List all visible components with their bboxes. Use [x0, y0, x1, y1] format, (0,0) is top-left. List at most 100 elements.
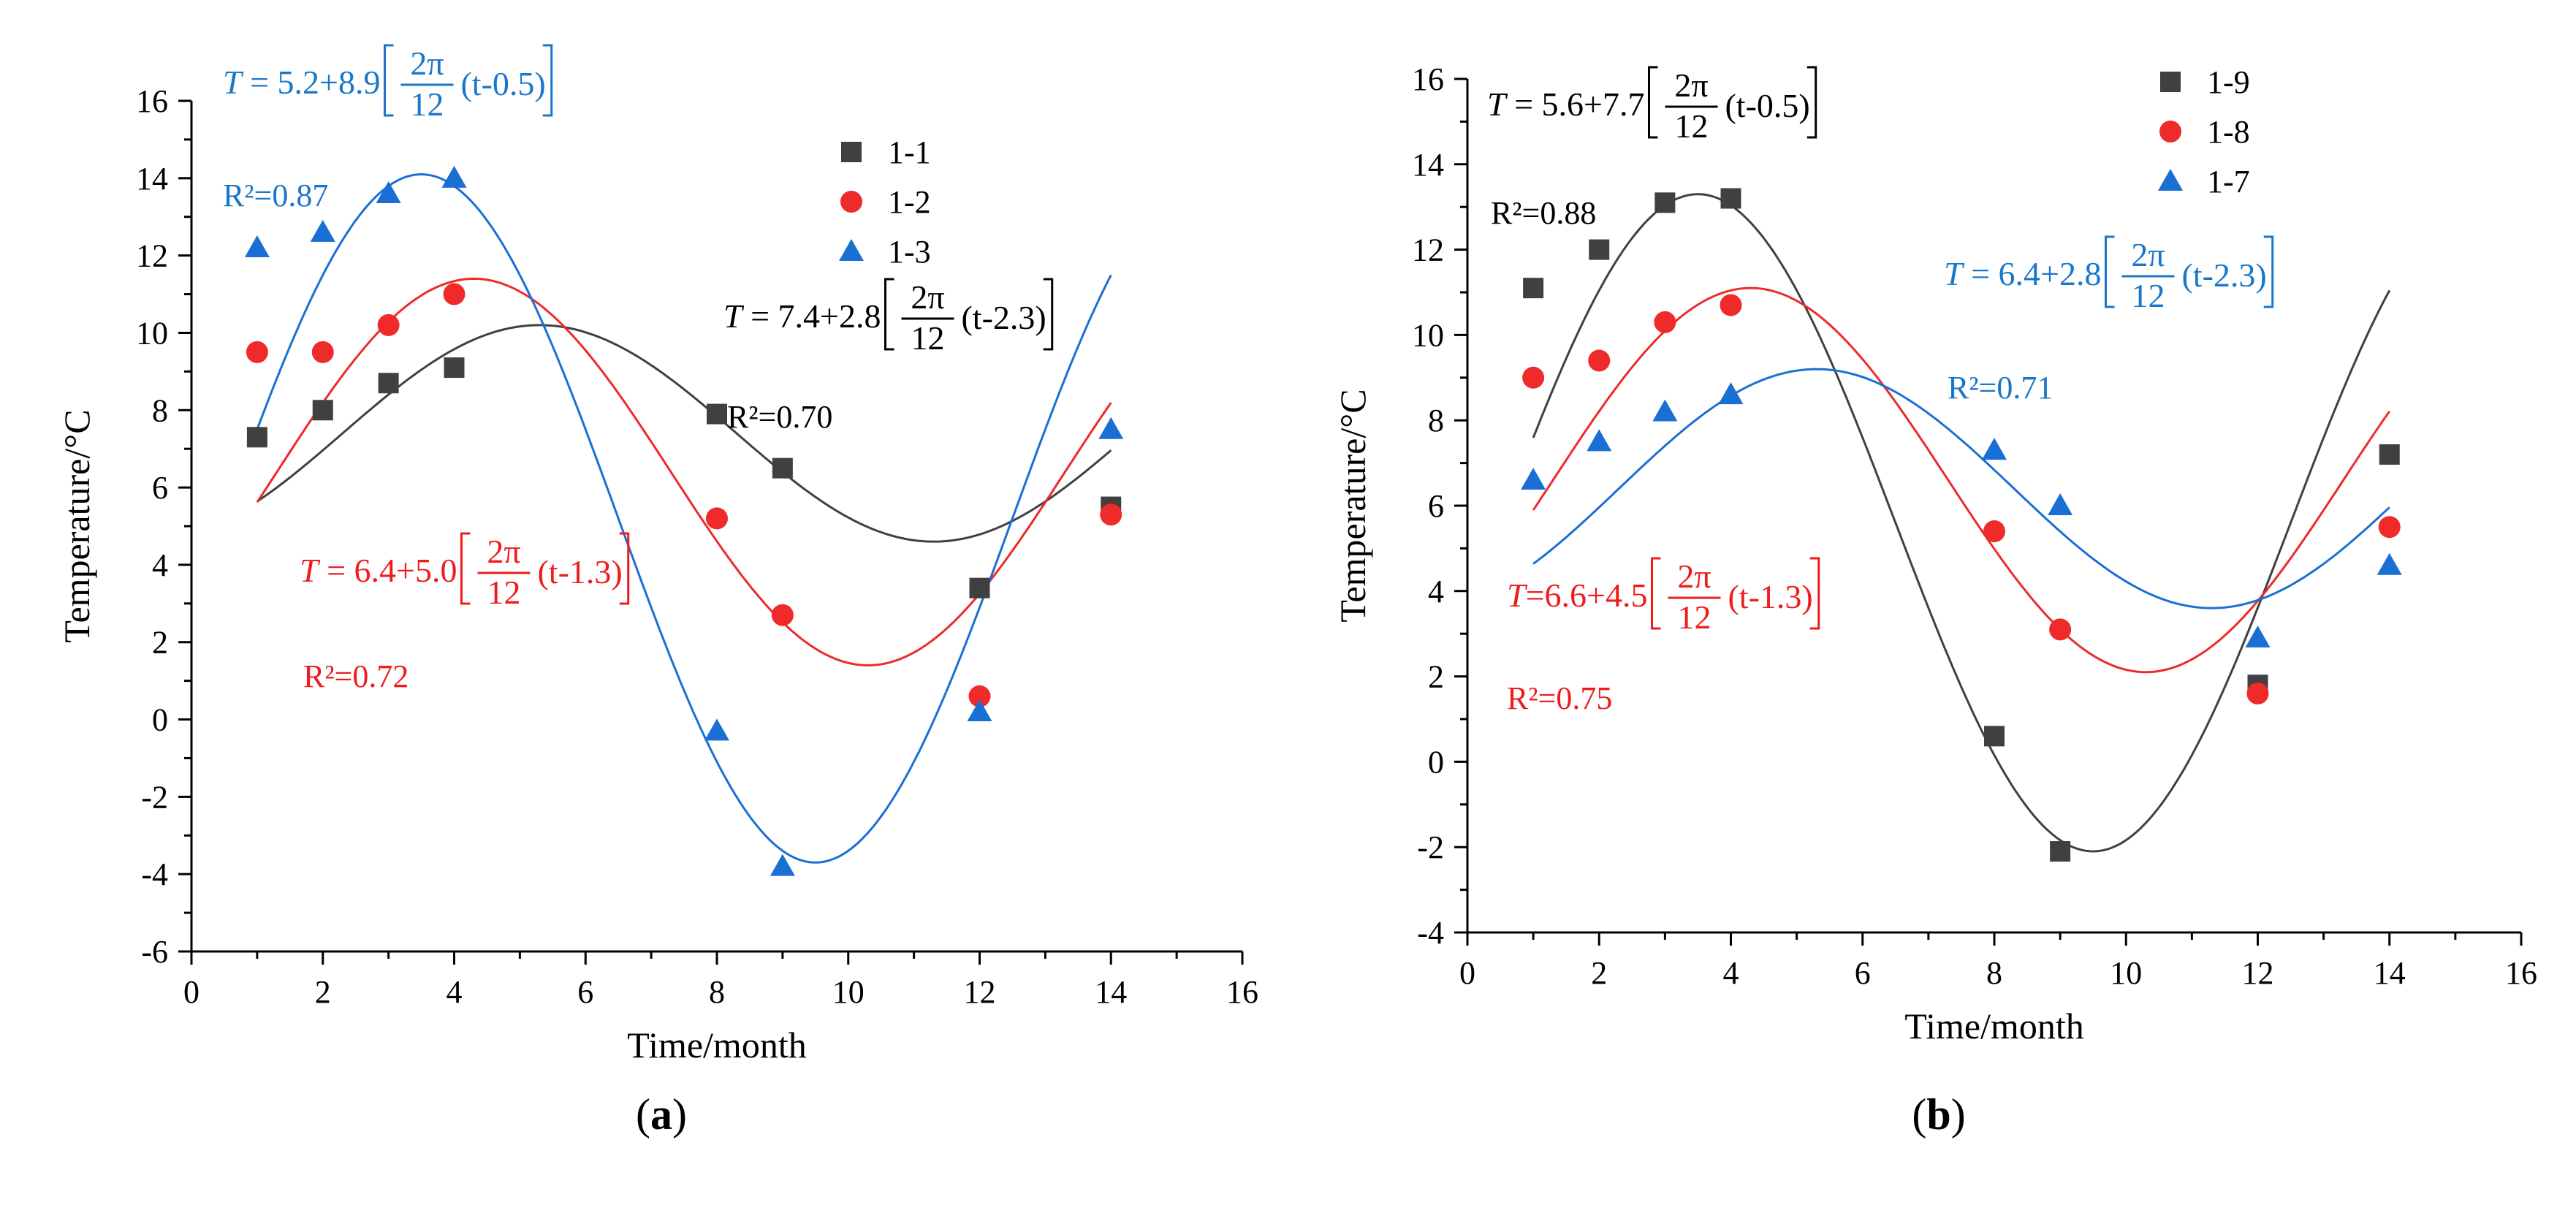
y-tick-label: 8 — [1428, 403, 1444, 438]
data-point-1-8 — [1983, 520, 2005, 543]
data-point-1-9 — [1523, 278, 1544, 299]
equation-lhs: T = 5.6+7.7 — [1487, 86, 1644, 123]
chart-panel-a: 0 2 4 6 8 10 12 14 16 -6 -4 -2 0 2 4 6 8 10 12 14 16 Time/mon… — [56, 44, 1258, 1139]
fraction-denominator: 12 — [487, 574, 520, 611]
data-point-1-3 — [376, 180, 401, 203]
data-point-1-7 — [1718, 382, 1744, 405]
fraction-numerator: 2π — [1674, 66, 1708, 104]
x-tick-label: 14 — [2374, 955, 2406, 991]
data-point-1-1 — [707, 403, 727, 425]
y-tick-label: 4 — [152, 547, 168, 583]
equation-1-3: T = 5.2+8.9 2π 12 (t-0.5) — [223, 44, 553, 123]
legend-marker-1-7 — [2158, 169, 2183, 191]
fit-curve-1-1 — [257, 324, 1112, 543]
y-tick-label: 0 — [1428, 744, 1444, 780]
data-point-1-1 — [246, 427, 267, 448]
data-point-1-7 — [2376, 552, 2402, 575]
y-axis-title: Temperature/°C — [56, 409, 97, 642]
bracket-left — [1647, 66, 1658, 139]
data-point-1-1 — [444, 357, 465, 379]
fit-curve-1-2 — [256, 277, 1112, 667]
legend-marker-1-8 — [2159, 121, 2181, 142]
data-point-1-9 — [1654, 192, 1676, 213]
equation-lhs: T = 5.2+8.9 — [223, 64, 380, 101]
panel-label: (a) — [636, 1090, 687, 1139]
fraction-denominator: 12 — [911, 319, 944, 357]
fraction-denominator: 12 — [2131, 277, 2165, 314]
data-point-1-3 — [967, 699, 992, 721]
x-tick-label: 16 — [2505, 955, 2537, 991]
bracket-left — [383, 44, 394, 117]
bracket-left — [2104, 235, 2115, 308]
legend-label-1-2: 1-2 — [888, 184, 931, 220]
y-tick-label: 14 — [136, 161, 168, 197]
r2-label-1-8: R²=0.75 — [1507, 680, 1612, 716]
x-tick-label: 8 — [709, 974, 725, 1010]
data-point-1-3 — [704, 718, 729, 741]
data-point-1-8 — [2246, 682, 2269, 704]
r2-label-1-9: R²=0.88 — [1491, 195, 1596, 231]
equation-tail: (t-2.3) — [2181, 256, 2266, 294]
r2-label-1-3: R²=0.87 — [223, 178, 328, 213]
data-point-1-9 — [2379, 444, 2400, 465]
data-point-1-2 — [1100, 503, 1122, 526]
x-tick-label: 2 — [1591, 955, 1607, 991]
equation-lhs: T = 6.4+2.8 — [1944, 255, 2101, 292]
y-tick-label: 10 — [1412, 317, 1444, 353]
bracket-right — [1806, 66, 1817, 139]
y-tick-label: -4 — [1417, 915, 1444, 951]
data-point-1-2 — [246, 341, 268, 363]
y-tick-label: 10 — [136, 315, 168, 351]
data-point-1-2 — [311, 341, 334, 363]
data-point-1-7 — [1521, 467, 1546, 490]
data-point-1-9 — [2050, 841, 2071, 862]
x-tick-label: 6 — [577, 974, 593, 1010]
y-tick-label: -2 — [141, 779, 168, 815]
fraction-numerator: 2π — [410, 45, 444, 82]
x-tick-label: 12 — [2242, 955, 2274, 991]
data-point-1-3 — [1098, 417, 1124, 439]
data-point-1-2 — [968, 685, 991, 707]
data-point-1-3 — [770, 854, 795, 876]
y-tick-label: 12 — [136, 238, 168, 274]
y-tick-label: 12 — [1412, 232, 1444, 268]
equation-lhs: T = 7.4+2.8 — [723, 297, 881, 335]
x-tick-label: 4 — [447, 974, 463, 1010]
bracket-left — [884, 278, 894, 351]
equation-tail: (t-1.3) — [1728, 578, 1812, 615]
bracket-left — [1650, 557, 1661, 630]
data-point-1-7 — [2048, 493, 2073, 515]
legend-marker-1-2 — [840, 191, 862, 213]
equation-tail: (t-0.5) — [1725, 87, 1809, 124]
y-tick-label: 16 — [136, 83, 168, 119]
data-point-1-7 — [1982, 438, 2007, 460]
x-tick-label: 14 — [1095, 974, 1127, 1010]
equation-tail: (t-1.3) — [537, 553, 622, 590]
equation-1-7: T = 6.4+2.8 2π 12 (t-2.3) — [1944, 235, 2274, 314]
data-point-1-7 — [1587, 429, 1612, 452]
y-tick-label: 0 — [152, 702, 168, 738]
data-point-1-3 — [310, 219, 335, 242]
bracket-right — [1043, 278, 1054, 351]
data-point-1-8 — [1654, 311, 1676, 333]
fit-curve-1-7 — [1532, 368, 2390, 609]
x-tick-label: 12 — [964, 974, 996, 1010]
x-tick-label: 2 — [315, 974, 331, 1010]
data-point-1-1 — [772, 457, 793, 479]
r2-label-1-2: R²=0.72 — [303, 658, 409, 694]
legend-marker-1-9 — [2160, 72, 2181, 92]
x-tick-label: 8 — [1986, 955, 2002, 991]
r2-label-1-1: R²=0.70 — [727, 399, 832, 435]
data-point-1-8 — [2049, 618, 2072, 641]
fraction-numerator: 2π — [911, 278, 944, 316]
equation-tail: (t-0.5) — [460, 65, 545, 102]
chart-panel-b: 0 2 4 6 8 10 12 14 16 -4 -2 0 2 4 6 8 10 12 14 16 Time/month… — [1332, 61, 2537, 1139]
bracket-right — [2263, 235, 2274, 308]
fit-curve-1-8 — [1532, 286, 2391, 674]
y-tick-label: 16 — [1412, 61, 1444, 97]
y-tick-label: 6 — [152, 470, 168, 506]
legend-marker-1-3 — [839, 239, 864, 261]
x-axis-title: Time/month — [627, 1025, 806, 1065]
